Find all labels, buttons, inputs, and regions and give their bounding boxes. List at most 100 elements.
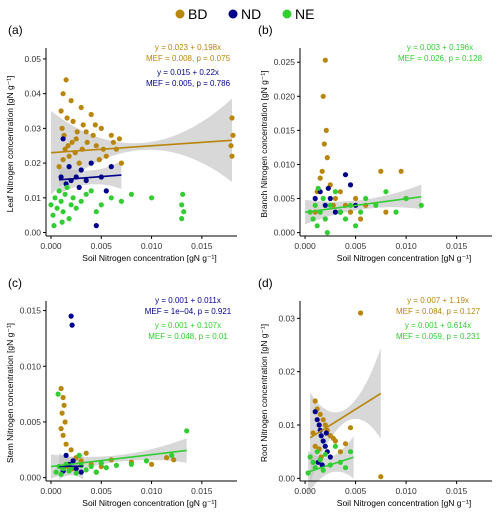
y-axis-label: Leaf Nitrogen concentration [gN g⁻¹] <box>5 76 15 213</box>
data-point <box>60 126 65 131</box>
data-point <box>338 449 343 454</box>
data-point <box>69 98 74 103</box>
fit-equation: y = 0.007 + 1.19x <box>407 296 469 305</box>
data-point <box>89 112 94 117</box>
data-point <box>324 128 329 133</box>
legend-label-ne: NE <box>295 6 314 22</box>
x-tick-label: 0.005 <box>345 241 367 251</box>
data-point <box>323 203 328 208</box>
data-point <box>59 426 64 431</box>
fit-equation: y = 0.001 + 0.614x <box>405 321 471 330</box>
data-point <box>48 202 53 207</box>
y-tick-label: 0.020 <box>274 91 296 101</box>
data-point <box>229 154 234 159</box>
data-point <box>323 216 328 221</box>
data-point <box>84 451 89 456</box>
y-tick-label: 0.005 <box>274 194 296 204</box>
data-point <box>358 216 363 221</box>
panel-label: (a) <box>8 23 23 37</box>
data-point <box>81 122 86 127</box>
data-point <box>64 77 69 82</box>
x-tick-label: 0.010 <box>395 486 417 496</box>
data-point <box>353 223 358 228</box>
data-point <box>179 216 184 221</box>
data-point <box>114 463 119 468</box>
fit-equation: y = 0.001 + 0.107x <box>155 321 221 330</box>
y-tick-label: 0.005 <box>20 417 42 427</box>
x-axis-label: Soil Nitrogen concentration [gN g⁻¹] <box>82 253 216 263</box>
data-point <box>77 453 82 458</box>
data-point <box>74 471 79 476</box>
data-point <box>61 136 66 141</box>
data-point <box>61 91 66 96</box>
data-point <box>149 195 154 200</box>
x-tick-label: 0.000 <box>294 486 316 496</box>
data-point <box>321 438 326 443</box>
panel-label: (c) <box>8 276 22 290</box>
x-tick-label: 0.015 <box>191 486 213 496</box>
y-tick-label: 0.02 <box>278 367 295 377</box>
data-point <box>129 462 134 467</box>
data-point <box>71 119 76 124</box>
fit-statistics: MEF = 0.059, p = 0.231 <box>396 332 481 341</box>
data-point <box>77 185 82 190</box>
data-point <box>59 472 64 477</box>
data-point <box>229 115 234 120</box>
data-point <box>74 206 79 211</box>
data-point <box>69 202 74 207</box>
y-tick-label: 0.010 <box>20 361 42 371</box>
data-point <box>321 417 326 422</box>
data-point <box>320 169 325 174</box>
x-axis-label: Soil Nitrogen concentration [gN g⁻¹] <box>337 253 471 263</box>
data-point <box>129 192 134 197</box>
y-tick-label: 0.015 <box>274 125 296 135</box>
data-point <box>348 425 353 430</box>
data-point <box>69 314 74 319</box>
data-point <box>318 412 323 417</box>
data-point <box>59 199 64 204</box>
data-point <box>358 210 363 215</box>
y-tick-label: 0.01 <box>24 193 41 203</box>
data-point <box>104 465 109 470</box>
data-point <box>321 94 326 99</box>
data-point <box>60 411 65 416</box>
data-point <box>57 188 62 193</box>
data-point <box>54 470 59 475</box>
data-point <box>324 430 329 435</box>
legend-swatch-nd <box>229 10 238 19</box>
data-point <box>343 216 348 221</box>
data-point <box>117 136 122 141</box>
data-point <box>315 223 320 228</box>
data-point <box>328 196 333 201</box>
data-point <box>348 449 353 454</box>
data-point <box>63 192 68 197</box>
y-tick-label: 0.000 <box>20 473 42 483</box>
data-point <box>164 455 169 460</box>
data-point <box>323 452 328 457</box>
y-tick-label: 0.01 <box>278 420 295 430</box>
y-tick-label: 0.015 <box>20 306 42 316</box>
data-point <box>104 188 109 193</box>
data-point <box>84 129 89 134</box>
data-point <box>333 196 338 201</box>
y-tick-label: 0.010 <box>274 159 296 169</box>
data-point <box>308 454 313 459</box>
y-tick-label: 0.05 <box>24 54 41 64</box>
data-point <box>89 188 94 193</box>
x-tick-label: 0.015 <box>191 241 213 251</box>
data-point <box>69 447 74 452</box>
data-point <box>91 133 96 138</box>
data-point <box>84 192 89 197</box>
data-point <box>323 444 328 449</box>
data-point <box>63 419 68 424</box>
data-point <box>65 115 70 120</box>
data-point <box>75 129 80 134</box>
data-point <box>383 189 388 194</box>
fit-statistics: MEF = 0.048, p = 0.01 <box>148 332 228 341</box>
data-point <box>50 213 55 218</box>
x-tick-label: 0.005 <box>91 486 113 496</box>
data-point <box>104 154 109 159</box>
data-point <box>184 428 189 433</box>
